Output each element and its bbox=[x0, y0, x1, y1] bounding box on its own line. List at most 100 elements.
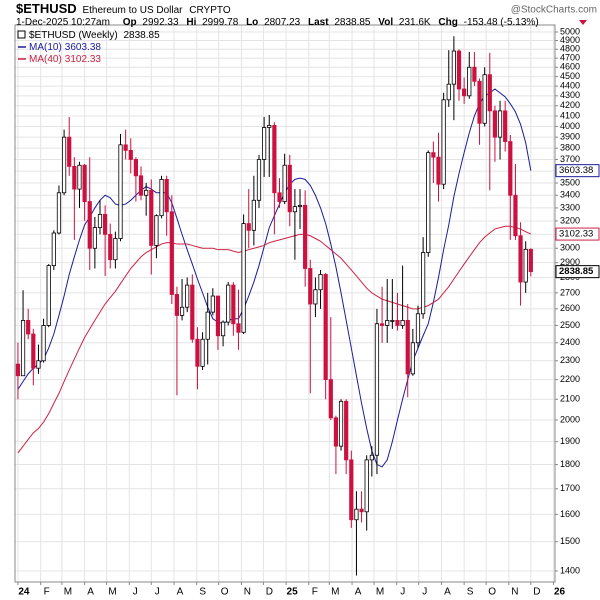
header-line: $ETHUSD Ethereum to US Dollar CRYPTO bbox=[16, 1, 231, 16]
x-tick-label: D bbox=[533, 587, 540, 598]
value-tag-label: 3102.33 bbox=[559, 229, 593, 240]
legend-value: 2838.85 bbox=[124, 30, 161, 41]
candle-body bbox=[518, 235, 523, 283]
legend-label: MA(10) bbox=[29, 42, 62, 53]
x-tick-label: J bbox=[400, 587, 405, 598]
x-tick-label: 25 bbox=[287, 587, 299, 598]
y-tick-label: 4600 bbox=[560, 62, 580, 72]
candle-body bbox=[297, 204, 303, 208]
candle-body bbox=[149, 189, 154, 246]
candle-body bbox=[354, 508, 359, 521]
candle-body bbox=[431, 152, 436, 158]
y-tick-label: 1500 bbox=[560, 536, 580, 546]
candle-body bbox=[123, 144, 128, 151]
candle-body bbox=[200, 338, 205, 367]
candle-body bbox=[441, 99, 446, 185]
x-tick-label: S bbox=[199, 587, 206, 598]
value-tag bbox=[555, 164, 600, 178]
candle-body bbox=[210, 295, 215, 313]
candle-body bbox=[508, 141, 513, 196]
candle-body bbox=[364, 459, 369, 513]
candle-body bbox=[456, 50, 462, 90]
y-tick-label: 4000 bbox=[560, 121, 580, 131]
y-tick-label: 4900 bbox=[560, 35, 580, 45]
candle-body bbox=[462, 88, 467, 97]
candle-body bbox=[87, 201, 92, 249]
x-tick-label: N bbox=[244, 587, 251, 598]
candle-body bbox=[179, 306, 185, 316]
y-tick-label: 4300 bbox=[560, 90, 580, 100]
candle-body bbox=[128, 150, 133, 160]
x-tick-label: 24 bbox=[18, 587, 30, 598]
candle-body bbox=[344, 400, 349, 461]
candle-body bbox=[292, 206, 297, 213]
candle-body bbox=[77, 164, 82, 190]
candle-body bbox=[97, 213, 103, 229]
y-tick-label: 1400 bbox=[560, 565, 580, 575]
y-tick-label: 5000 bbox=[560, 26, 580, 36]
y-tick-label: 3700 bbox=[560, 154, 580, 164]
stat-value: 2807.23 bbox=[264, 17, 301, 28]
y-tick-label: 1900 bbox=[560, 436, 580, 446]
candle-body bbox=[82, 164, 87, 202]
candle-body bbox=[328, 379, 333, 419]
candle-body bbox=[472, 66, 477, 82]
stat-label: Vol bbox=[378, 17, 393, 28]
x-tick-label: J bbox=[155, 587, 160, 598]
candle-body bbox=[154, 215, 159, 246]
candle-body bbox=[113, 238, 118, 261]
candle-body bbox=[359, 508, 364, 513]
candle-body bbox=[492, 110, 498, 138]
y-tick-label: 4100 bbox=[560, 110, 580, 120]
x-tick-label: M bbox=[376, 587, 384, 598]
stat-label: Last bbox=[308, 17, 329, 28]
candle-body bbox=[205, 311, 210, 340]
x-tick-label: D bbox=[266, 587, 273, 598]
candle-body bbox=[369, 454, 374, 461]
x-tick-label: F bbox=[44, 587, 50, 598]
candle-body bbox=[31, 333, 36, 369]
x-tick-label: O bbox=[221, 587, 229, 598]
ma-line bbox=[17, 225, 532, 454]
candle-body bbox=[108, 233, 113, 261]
y-tick-label: 1600 bbox=[560, 509, 580, 519]
y-tick-label: 2900 bbox=[560, 257, 580, 267]
y-tick-label: 2400 bbox=[560, 337, 580, 347]
grid bbox=[15, 25, 555, 582]
x-tick-label: O bbox=[488, 587, 496, 598]
y-tick-label: 3000 bbox=[560, 243, 580, 253]
x-tick-label: A bbox=[177, 587, 184, 598]
y-tick-label: 3200 bbox=[560, 215, 580, 225]
x-tick-label: S bbox=[467, 587, 474, 598]
x-tick-label: J bbox=[133, 587, 138, 598]
y-tick-label: 2200 bbox=[560, 374, 580, 384]
candle-body bbox=[436, 156, 441, 185]
candle-body bbox=[144, 189, 149, 196]
candle-body bbox=[185, 284, 190, 308]
candle-body bbox=[169, 211, 174, 295]
x-tick-label: A bbox=[444, 587, 451, 598]
y-tick-label: 4400 bbox=[560, 80, 580, 90]
y-tick-label: 2100 bbox=[560, 394, 580, 404]
legend-entry: MA(10) 3603.38 bbox=[29, 42, 101, 53]
candle-body bbox=[56, 192, 62, 234]
y-tick-label: 1700 bbox=[560, 483, 580, 493]
value-tag bbox=[555, 227, 600, 241]
candle-body bbox=[267, 124, 272, 128]
candle-body bbox=[503, 110, 508, 142]
y-tick-label: 2000 bbox=[560, 414, 580, 424]
candle-body bbox=[497, 110, 503, 138]
candle-body bbox=[236, 323, 241, 333]
candle-body bbox=[51, 232, 56, 266]
candle-body bbox=[190, 284, 195, 340]
description: Ethereum to US Dollar bbox=[82, 5, 183, 16]
exchange: CRYPTO bbox=[189, 5, 231, 16]
x-tick-label: F bbox=[312, 587, 318, 598]
candle-body bbox=[482, 74, 487, 124]
stat-value: 2992.33 bbox=[142, 17, 179, 28]
stat-value: 231.6K bbox=[399, 17, 431, 28]
candle-body bbox=[251, 199, 256, 231]
candle-body bbox=[379, 323, 385, 326]
